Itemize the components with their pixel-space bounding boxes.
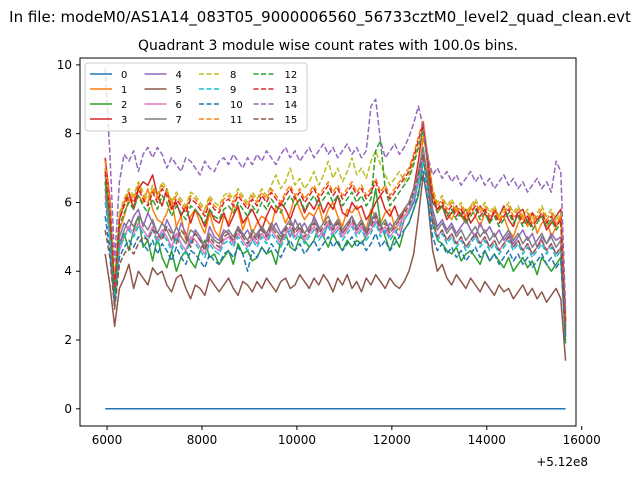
figure-suptitle: In file: modeM0/AS1A14_083T05_9000006560… (9, 8, 631, 27)
y-tick-label: 2 (64, 333, 72, 347)
x-tick-label: 8000 (187, 433, 218, 447)
series-line-2 (104, 160, 567, 344)
legend-item-4: 4 (144, 70, 182, 81)
legend-item-10: 10 (199, 100, 243, 111)
series-line-15 (104, 153, 567, 334)
y-tick-label: 10 (57, 58, 72, 72)
x-offset-label: +5.12e8 (536, 455, 588, 469)
legend-item-5: 5 (144, 85, 182, 96)
legend-item-2: 2 (90, 100, 127, 111)
plot-frame (79, 57, 577, 427)
series-line-5 (104, 174, 567, 361)
legend-item-3: 3 (90, 115, 127, 126)
series-line-12 (104, 129, 567, 327)
legend-label: 1 (121, 85, 127, 96)
legend-label: 6 (176, 100, 182, 111)
x-tick-label: 14000 (468, 433, 506, 447)
x-tick-label: 6000 (92, 433, 123, 447)
legend-item-0: 0 (90, 70, 127, 81)
chart-title: Quadrant 3 module wise count rates with … (138, 38, 518, 54)
legend-label: 5 (176, 85, 182, 96)
series-line-8 (104, 129, 567, 316)
series-line-10 (104, 170, 567, 341)
legend-label: 0 (121, 70, 127, 81)
x-tick-label: 10000 (278, 433, 316, 447)
legend-item-15: 15 (253, 115, 298, 126)
x-tick-label: 12000 (373, 433, 411, 447)
legend-label: 7 (176, 115, 182, 126)
y-tick-label: 8 (64, 127, 72, 141)
legend-item-8: 8 (199, 70, 236, 81)
legend-item-1: 1 (90, 85, 127, 96)
legend-label: 13 (285, 85, 298, 96)
y-tick-label: 6 (64, 195, 72, 209)
legend-label: 8 (230, 70, 236, 81)
plot-lines (104, 68, 567, 410)
legend-item-7: 7 (144, 115, 182, 126)
series-line-9 (104, 160, 567, 337)
legend-frame (84, 62, 308, 132)
legend-label: 15 (285, 115, 298, 126)
legend-label: 3 (121, 115, 127, 126)
series-line-14 (104, 68, 567, 310)
legend-label: 2 (121, 100, 127, 111)
y-tick-label: 4 (64, 264, 72, 278)
legend-label: 14 (285, 100, 298, 111)
legend-item-13: 13 (253, 85, 298, 96)
series-line-3 (104, 122, 567, 320)
x-tick-label: 16000 (563, 433, 601, 447)
series-line-7 (104, 146, 567, 330)
legend-item-12: 12 (253, 70, 298, 81)
legend-label: 12 (285, 70, 298, 81)
series-line-13 (104, 122, 567, 323)
y-tick-label: 0 (64, 402, 72, 416)
legend-item-14: 14 (253, 100, 298, 111)
legend-label: 9 (230, 85, 236, 96)
legend-item-6: 6 (144, 100, 182, 111)
series-line-4 (104, 160, 567, 327)
legend-label: 4 (176, 70, 182, 81)
legend-item-11: 11 (199, 115, 243, 126)
legend-item-9: 9 (199, 85, 236, 96)
legend-label: 11 (230, 115, 243, 126)
legend-label: 10 (230, 100, 243, 111)
series-line-11 (104, 119, 567, 323)
